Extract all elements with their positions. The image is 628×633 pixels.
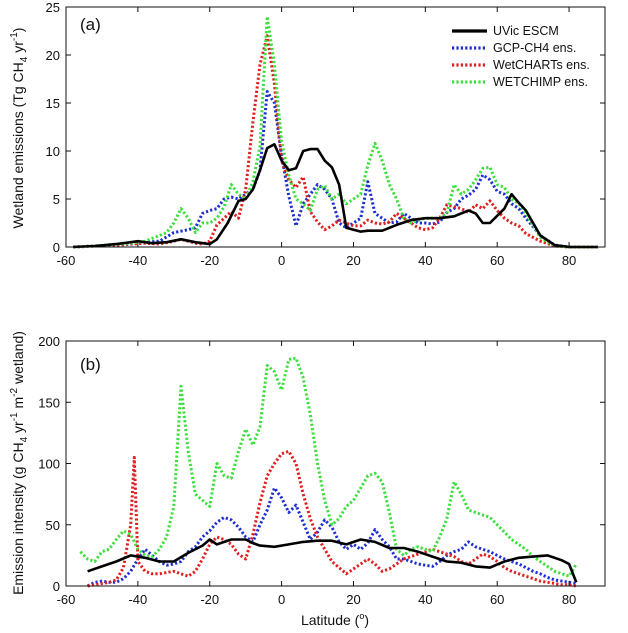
panel-a-ytick-label: 25	[46, 0, 60, 15]
legend-label-wetcharts: WetCHARTs ens.	[493, 58, 590, 72]
panel-b-series-gcp-ch4-ens	[86, 486, 577, 588]
panel-b-series	[79, 356, 578, 588]
panel-b-series-wetcharts-ens	[87, 449, 577, 588]
panel-a-series-gcp-ch4-ens	[73, 90, 598, 249]
panel-a-series-uvic-escm	[73, 143, 598, 249]
panel-a-frame	[65, 6, 606, 248]
panel-a: -60 -40 -20 0 20 40 60 80 0 5 10 15 20 25 (a) Wetland…	[9, 0, 606, 268]
panel-a-xtick-label: 40	[418, 253, 432, 268]
panel-b-ytick-label: 50	[46, 518, 60, 533]
panel-a-xtick-label: 80	[562, 253, 576, 268]
panel-a-xtick-label: -20	[200, 253, 219, 268]
panel-b-xtick-label: -20	[200, 592, 219, 607]
panel-a-xtick-label: 20	[346, 253, 360, 268]
panel-b-xtick-label: 80	[562, 592, 576, 607]
panel-b-label: (b)	[80, 355, 101, 374]
panel-b-xtick-label: -60	[57, 592, 76, 607]
panel-b-ticks: -60 -40 -20 0 20 40 60 80 0 50 100 150 200	[38, 334, 605, 607]
panel-b: -60 -40 -20 0 20 40 60 80 0 50 100 150 200 (b) Emiss…	[9, 331, 606, 628]
panel-a-xtick-label: -40	[128, 253, 147, 268]
panel-b-xtick-label: -40	[128, 592, 147, 607]
legend-label-gcp-ch4: GCP-CH4 ens.	[493, 41, 576, 55]
panel-a-ticks: -60 -40 -20 0 20 40 60 80 0 5 10 15 20 25	[46, 0, 605, 268]
x-axis-label: Latitude (o)	[301, 611, 369, 628]
panel-b-ytick-label: 100	[38, 457, 60, 472]
panel-a-label: (a)	[80, 15, 101, 34]
panel-b-ylabel: Emission intensity (g CH4 yr-1 m-2 wetla…	[9, 331, 30, 595]
panel-b-xtick-label: 40	[418, 592, 432, 607]
panel-a-xtick-label: 60	[490, 253, 504, 268]
panel-b-ytick-label: 200	[38, 334, 60, 349]
panel-a-ytick-label: 15	[46, 96, 60, 111]
panel-b-xtick-label: 0	[278, 592, 285, 607]
legend: UVic ESCM GCP-CH4 ens. WetCHARTs ens. WE…	[452, 24, 590, 89]
panel-b-series-wetchimp-ens	[79, 356, 578, 578]
panel-a-series-wetcharts-ens	[73, 34, 598, 249]
panel-a-xtick-label: 0	[278, 253, 285, 268]
panel-a-ytick-label: 10	[46, 144, 60, 159]
panel-a-ylabel: Wetland emissions (Tg CH4 yr-1)	[9, 28, 30, 229]
panel-b-xtick-label: 20	[346, 592, 360, 607]
legend-label-uvic-escm: UVic ESCM	[493, 24, 559, 38]
panel-a-ytick-label: 5	[53, 192, 60, 207]
panel-b-xtick-label: 60	[490, 592, 504, 607]
panel-b-ytick-label: 0	[53, 579, 60, 594]
legend-label-wetchimp: WETCHIMP ens.	[493, 75, 588, 89]
panel-b-ytick-label: 150	[38, 395, 60, 410]
panel-a-ytick-label: 0	[53, 240, 60, 255]
panel-a-series	[73, 15, 598, 249]
panel-a-ytick-label: 20	[46, 48, 60, 63]
panel-b-series-uvic-escm	[87, 538, 578, 583]
panel-a-xtick-label: -60	[57, 253, 76, 268]
